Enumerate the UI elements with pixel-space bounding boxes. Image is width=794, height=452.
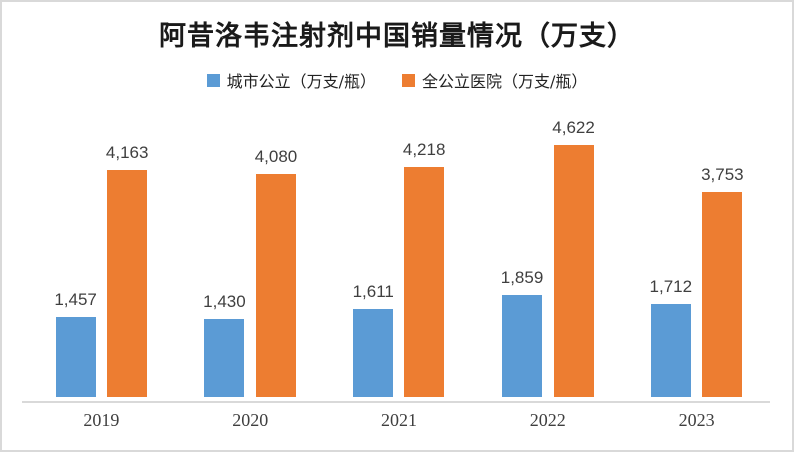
legend-label: 城市公立（万支/瓶） [226, 72, 376, 91]
category-label: 2021 [380, 410, 417, 430]
bar-value-label: 1,859 [500, 268, 544, 287]
bar-column: 4,218 [402, 140, 446, 397]
bar-value-label: 3,753 [701, 165, 744, 184]
category-label: 2020 [232, 410, 269, 430]
bar-column: 4,622 [552, 118, 595, 397]
x-axis-labels: 2019 2020 2021 2022 2023 [27, 410, 771, 431]
bar [553, 145, 594, 397]
bar-value-label: 1,712 [649, 277, 693, 296]
bar-column: 1,712 [649, 277, 693, 397]
category-label: 2022 [529, 410, 566, 430]
bar-column: 1,457 [54, 290, 97, 397]
bar-group-2019: 1,457 4,163 [27, 102, 176, 397]
bar-column: 3,753 [701, 165, 744, 397]
legend-swatch-orange-icon [402, 73, 415, 87]
bar [353, 309, 394, 397]
bar [702, 192, 743, 397]
bar-group-2020: 1,430 4,080 [176, 102, 325, 397]
bar-group-2023: 1,712 3,753 [622, 102, 771, 397]
x-axis-line [22, 401, 770, 403]
bar [650, 304, 691, 397]
bar [502, 295, 542, 397]
category-label: 2019 [83, 410, 120, 430]
bar-value-label: 4,218 [402, 140, 446, 159]
bar-column: 1,859 [500, 268, 544, 397]
bar [204, 319, 245, 397]
bar-column: 1,430 [203, 292, 246, 397]
bar [107, 170, 148, 397]
bar-group-2022: 1,859 4,622 [473, 102, 622, 397]
legend-label: 全公立医院（万支/瓶） [422, 72, 588, 91]
bar [55, 317, 96, 397]
plot-area: 1,457 4,163 1,430 4,080 1,611 4,218 1,859 4,622… [27, 102, 771, 397]
bar-value-label: 1,430 [203, 292, 246, 311]
bar-value-label: 1,611 [352, 282, 394, 301]
legend: 城市公立（万支/瓶） 全公立医院（万支/瓶） [2, 68, 792, 92]
legend-item-all-public-hospitals: 全公立医院（万支/瓶） [402, 68, 587, 92]
chart-title: 阿昔洛韦注射剂中国销量情况（万支） [159, 21, 635, 52]
bar-value-label: 4,622 [552, 118, 595, 137]
bar-value-label: 1,457 [54, 290, 97, 309]
bar-column: 4,080 [254, 147, 298, 397]
legend-item-city-public: 城市公立（万支/瓶） [206, 68, 376, 92]
bar [255, 174, 296, 397]
bar-column: 4,163 [105, 143, 149, 397]
bar-column: 1,611 [353, 282, 394, 397]
bar-group-2021: 1,611 4,218 [325, 102, 474, 397]
bar-value-label: 4,080 [254, 147, 298, 166]
legend-swatch-blue-icon [206, 73, 220, 87]
category-label: 2023 [678, 410, 715, 430]
bar [404, 167, 445, 397]
bar-value-label: 4,163 [105, 143, 149, 162]
